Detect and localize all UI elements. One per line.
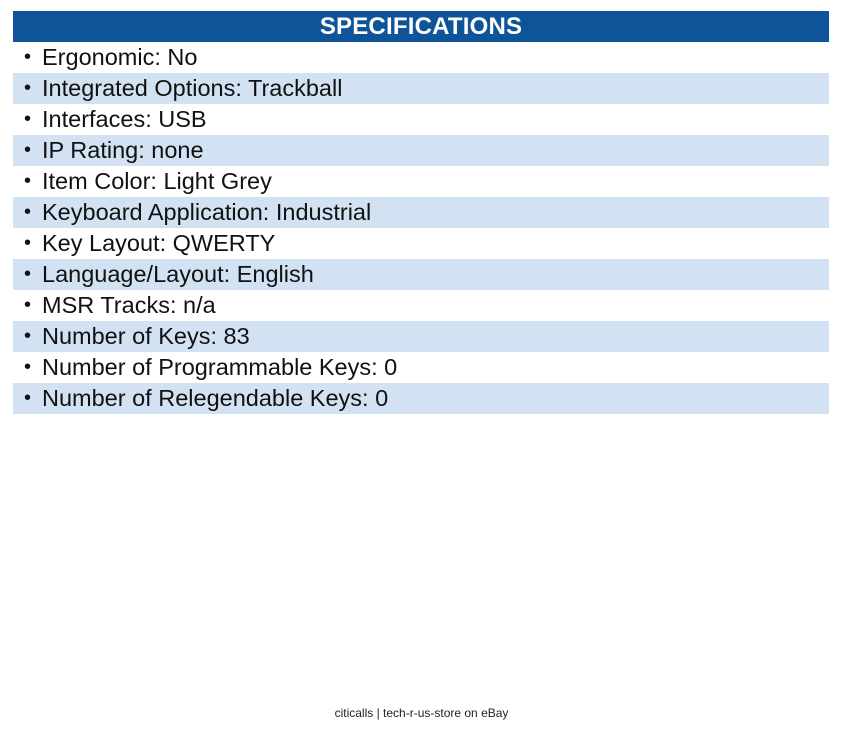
specifications-header: SPECIFICATIONS	[13, 11, 829, 42]
spec-text: Number of Programmable Keys: 0	[42, 354, 398, 380]
bullet-icon: •	[23, 201, 31, 223]
spec-row-relegendable-keys: • Number of Relegendable Keys: 0	[13, 383, 829, 414]
bullet-icon: •	[23, 108, 31, 130]
bullet-icon: •	[23, 356, 31, 378]
spec-row-language-layout: • Language/Layout: English	[13, 259, 829, 290]
bullet-icon: •	[23, 387, 31, 409]
spec-list: • Ergonomic: No • Integrated Options: Trac…	[13, 42, 829, 414]
bullet-icon: •	[23, 294, 31, 316]
bullet-icon: •	[23, 170, 31, 192]
specifications-sheet: SPECIFICATIONS • Ergonomic: No • Integrate…	[13, 11, 829, 414]
bullet-icon: •	[23, 77, 31, 99]
bullet-icon: •	[23, 263, 31, 285]
spec-row-msr-tracks: • MSR Tracks: n/a	[13, 290, 829, 321]
spec-text: Language/Layout: English	[42, 261, 314, 287]
spec-text: Number of Relegendable Keys: 0	[42, 385, 389, 411]
spec-text: Key Layout: QWERTY	[42, 230, 276, 256]
spec-row-key-layout: • Key Layout: QWERTY	[13, 228, 829, 259]
spec-text: Ergonomic: No	[42, 44, 198, 70]
spec-row-keyboard-application: • Keyboard Application: Industrial	[13, 197, 829, 228]
spec-text: Interfaces: USB	[42, 106, 207, 132]
spec-text: MSR Tracks: n/a	[42, 292, 216, 318]
spec-row-number-of-keys: • Number of Keys: 83	[13, 321, 829, 352]
spec-text: IP Rating: none	[42, 137, 204, 163]
bullet-icon: •	[23, 325, 31, 347]
spec-row-ergonomic: • Ergonomic: No	[13, 42, 829, 73]
bullet-icon: •	[23, 46, 31, 68]
spec-row-item-color: • Item Color: Light Grey	[13, 166, 829, 197]
spec-text: Integrated Options: Trackball	[42, 75, 343, 101]
bullet-icon: •	[23, 232, 31, 254]
spec-row-integrated-options: • Integrated Options: Trackball	[13, 73, 829, 104]
spec-text: Item Color: Light Grey	[42, 168, 272, 194]
spec-row-programmable-keys: • Number of Programmable Keys: 0	[13, 352, 829, 383]
spec-row-interfaces: • Interfaces: USB	[13, 104, 829, 135]
spec-text: Number of Keys: 83	[42, 323, 250, 349]
spec-text: Keyboard Application: Industrial	[42, 199, 372, 225]
footer-credit: citicalls | tech-r-us-store on eBay	[334, 706, 509, 720]
spec-row-ip-rating: • IP Rating: none	[13, 135, 829, 166]
bullet-icon: •	[23, 139, 31, 161]
